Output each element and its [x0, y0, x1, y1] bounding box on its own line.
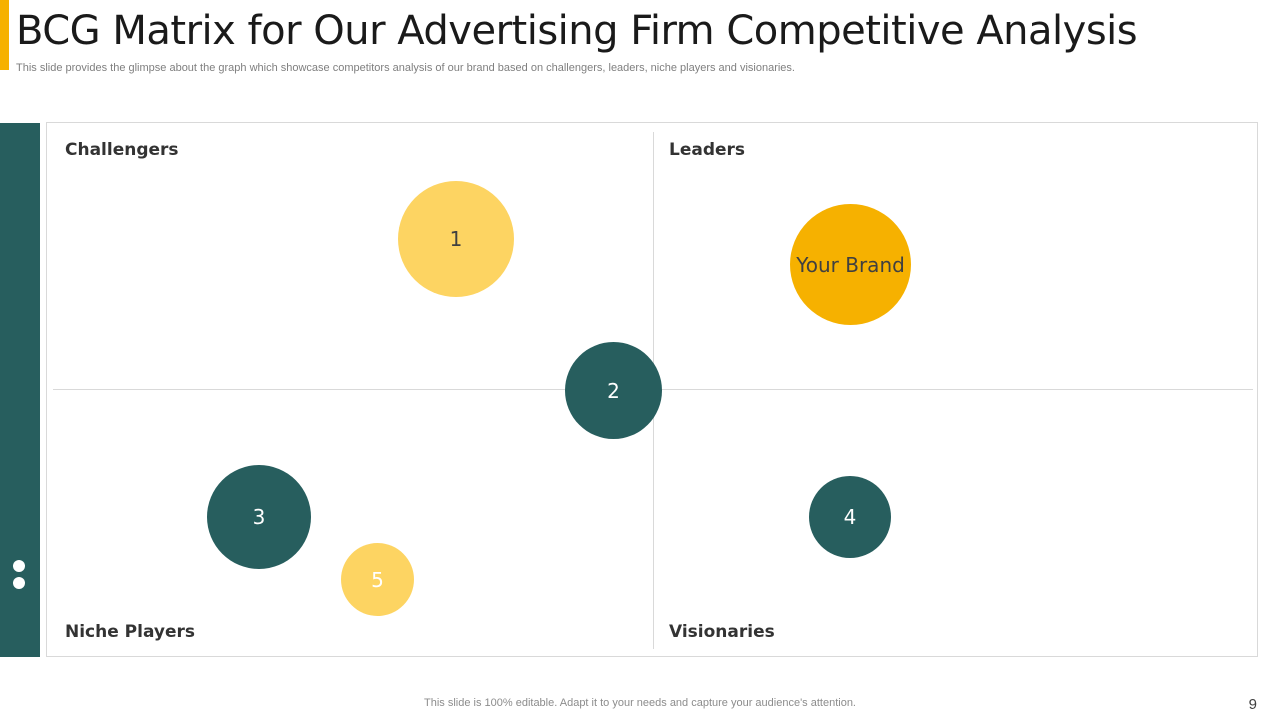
slide-subtitle: This slide provides the glimpse about th… — [16, 62, 795, 74]
bubble-competitor-2: 2 — [565, 342, 662, 439]
page-number: 9 — [1248, 696, 1257, 713]
bubble-competitor-5: 5 — [341, 543, 414, 616]
dots-icon — [13, 560, 25, 594]
side-panel — [0, 123, 40, 657]
quadrant-label-challengers: Challengers — [65, 140, 179, 160]
quadrant-label-visionaries: Visionaries — [669, 622, 775, 642]
bubble-competitor-4: 4 — [809, 476, 891, 558]
title-accent-bar — [0, 0, 9, 70]
quadrant-label-niche-players: Niche Players — [65, 622, 196, 642]
bubble-your-brand: Your Brand — [790, 204, 911, 325]
footer-note: This slide is 100% editable. Adapt it to… — [424, 697, 856, 709]
slide-title: BCG Matrix for Our Advertising Firm Comp… — [16, 8, 1138, 54]
bubble-competitor-1: 1 — [398, 181, 514, 297]
bcg-matrix: Challengers Leaders Niche Players Vision… — [46, 122, 1258, 657]
bubble-competitor-3: 3 — [207, 465, 311, 569]
quadrant-label-leaders: Leaders — [669, 140, 746, 160]
